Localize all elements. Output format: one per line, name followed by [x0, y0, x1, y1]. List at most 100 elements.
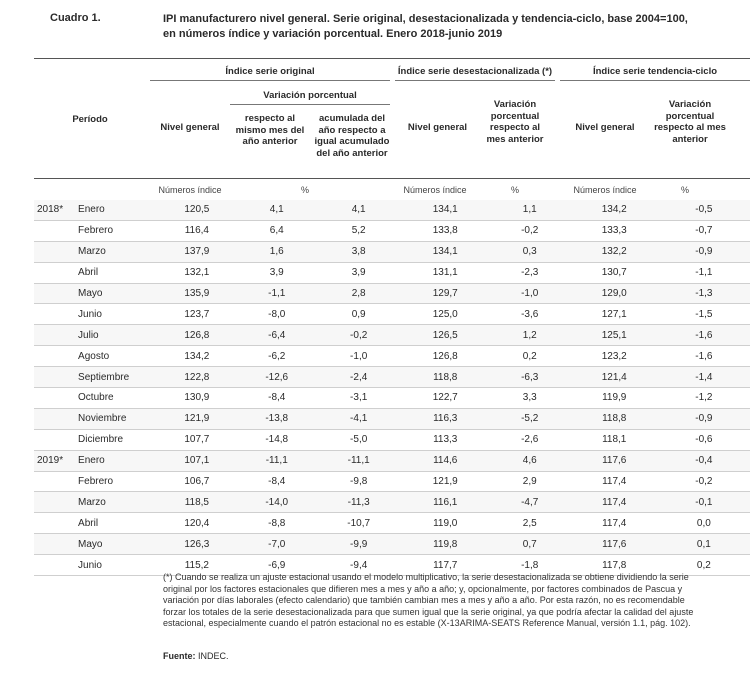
row-value: -11,1 [315, 450, 402, 472]
table-title: IPI manufacturero nivel general. Serie o… [163, 13, 688, 40]
row-value: 116,1 [401, 491, 489, 514]
row-value: 117,6 [570, 533, 658, 556]
row-value: 137,9 [155, 241, 238, 263]
row-value: 132,1 [155, 262, 238, 284]
row-value: -1,1 [657, 262, 750, 284]
row-value: -4,1 [315, 408, 402, 430]
table-row: Septiembre 122,8 -12,6 -2,4 118,8 -6,3 121,4 -1… [34, 366, 750, 389]
row-value: -5,0 [315, 429, 402, 451]
row-month: Junio [78, 554, 156, 577]
header-bottom-rule [34, 178, 750, 179]
row-month: Agosto [78, 345, 156, 368]
row-value: 118,5 [155, 491, 238, 514]
row-month: Abril [78, 262, 156, 284]
row-value: -1,6 [657, 345, 750, 368]
row-value: 0,9 [315, 303, 402, 326]
table-row: Febrero 116,4 6,4 5,2 133,8 -0,2 133,3 -0,7 [34, 220, 750, 242]
row-value: 121,9 [401, 471, 489, 493]
row-value: 0,0 [657, 512, 750, 535]
table-row: Diciembre 107,7 -14,8 -5,0 113,3 -2,6 118,1 -0,… [34, 429, 750, 451]
row-value: 117,4 [570, 512, 658, 535]
row-value: 122,8 [155, 366, 238, 389]
row-value: 0,2 [488, 345, 571, 368]
row-value: 133,8 [401, 220, 489, 242]
row-value: -2,4 [315, 366, 402, 389]
row-value: 117,6 [570, 450, 658, 472]
row-value: -3,1 [315, 387, 402, 409]
unit-pct-tendencia: % [680, 185, 689, 195]
row-value: 107,7 [155, 429, 238, 451]
row-month: Mayo [78, 283, 156, 305]
table-row: Abril 120,4 -8,8 -10,7 119,0 2,5 117,4 0,0 [34, 512, 750, 535]
unit-desest: Números índice [403, 185, 467, 195]
row-value: 134,1 [401, 241, 489, 263]
row-month: Octubre [78, 387, 156, 409]
row-value: 0,3 [488, 241, 571, 263]
table-row: Agosto 134,2 -6,2 -1,0 126,8 0,2 123,2 -1,6 [34, 345, 750, 368]
row-value: -11,3 [315, 491, 402, 514]
row-value: 122,7 [401, 387, 489, 409]
row-value: -12,6 [237, 366, 316, 389]
row-value: 126,5 [401, 324, 489, 347]
row-value: -6,2 [237, 345, 316, 368]
row-value: 3,9 [237, 262, 316, 284]
row-year [34, 283, 79, 305]
row-value: -1,6 [657, 324, 750, 347]
row-value: 1,6 [237, 241, 316, 263]
row-year [34, 471, 79, 493]
header-nivel-original: Nivel general [160, 122, 220, 133]
row-value: 0,7 [488, 533, 571, 556]
row-value: -2,6 [488, 429, 571, 451]
row-value: -2,3 [488, 262, 571, 284]
row-value: 117,7 [401, 554, 489, 577]
row-value: -11,1 [237, 450, 316, 472]
table-row: Abril 132,1 3,9 3,9 131,1 -2,3 130,7 -1,1 [34, 262, 750, 284]
row-value: -0,1 [657, 491, 750, 514]
row-value: 119,9 [570, 387, 658, 409]
row-value: -6,9 [237, 554, 316, 577]
header-nivel-tendencia: Nivel general [575, 122, 635, 133]
row-value: -9,9 [315, 533, 402, 556]
row-value: -3,6 [488, 303, 571, 326]
row-year [34, 303, 79, 326]
row-value: -0,9 [657, 241, 750, 263]
row-value: 119,8 [401, 533, 489, 556]
row-value: 126,8 [401, 345, 489, 368]
row-value: 4,6 [488, 450, 571, 472]
row-year [34, 241, 79, 263]
row-value: 126,3 [155, 533, 238, 556]
row-value: 120,5 [155, 200, 238, 221]
row-value: 123,7 [155, 303, 238, 326]
row-month: Febrero [78, 220, 156, 242]
row-value: 131,1 [401, 262, 489, 284]
row-value: 134,2 [155, 345, 238, 368]
row-month: Enero [78, 450, 156, 472]
table-row: Julio 126,8 -6,4 -0,2 126,5 1,2 125,1 -1,6 [34, 324, 750, 347]
row-value: -0,2 [488, 220, 571, 242]
row-value: 130,7 [570, 262, 658, 284]
footnote: (*) Cuando se realiza un ajuste estacion… [163, 572, 694, 629]
header-tendencia: Índice serie tendencia-ciclo [592, 66, 718, 77]
row-value: 2,8 [315, 283, 402, 305]
row-year [34, 366, 79, 389]
row-value: 113,3 [401, 429, 489, 451]
header-variacion: Variación porcentual [263, 90, 357, 101]
row-value: -1,1 [237, 283, 316, 305]
row-year [34, 220, 79, 242]
row-month: Marzo [78, 491, 156, 514]
header-periodo: Período [72, 114, 108, 125]
row-value: 1,2 [488, 324, 571, 347]
row-value: -1,4 [657, 366, 750, 389]
row-value: -0,6 [657, 429, 750, 451]
row-value: -10,7 [315, 512, 402, 535]
row-value: 130,9 [155, 387, 238, 409]
row-month: Noviembre [78, 408, 156, 430]
header-respecto: respecto al mismo mes del año anterior [235, 113, 305, 147]
row-value: 0,1 [657, 533, 750, 556]
table-row: Noviembre 121,9 -13,8 -4,1 116,3 -5,2 118,8 -0,… [34, 408, 750, 430]
row-value: 134,1 [401, 200, 489, 221]
header-acumulada: acumulada del año respecto a igual acumu… [314, 113, 390, 159]
desest-group-rule [395, 80, 555, 81]
row-value: -14,0 [237, 491, 316, 514]
